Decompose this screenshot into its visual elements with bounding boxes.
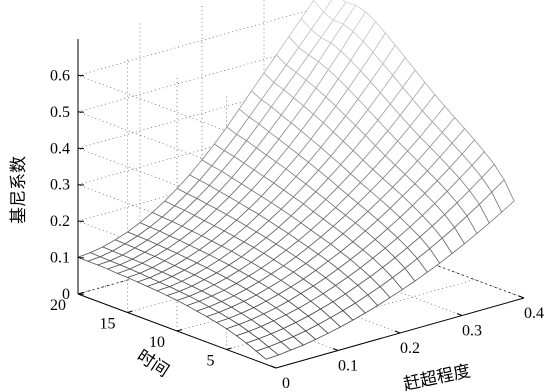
z-axis-label: 基尼系数 (9, 156, 28, 224)
x-tick-label: 0.3 (462, 323, 482, 340)
z-tick-label: 0.1 (50, 250, 70, 267)
grid-line (77, 184, 277, 260)
z-tick-label: 0.3 (50, 177, 70, 194)
grid-line (77, 114, 327, 186)
x-tick (270, 365, 277, 369)
z-tick-label: 0.2 (50, 213, 70, 230)
x-tick (332, 348, 339, 351)
x-tick (394, 330, 401, 334)
x-tick-label: 0.1 (338, 358, 358, 375)
y-tick (77, 292, 84, 295)
grid-line (77, 75, 277, 150)
x-tick (456, 313, 463, 316)
y-tick-label: 10 (149, 334, 165, 351)
grid-line (77, 5, 327, 76)
z-tick-label: 0 (62, 286, 70, 303)
z-tick-label: 0.5 (50, 104, 70, 121)
y-tick-label: 20 (50, 297, 66, 314)
x-tick (518, 295, 525, 299)
y-tick-label: 15 (100, 316, 116, 333)
y-tick-label: 5 (207, 353, 215, 370)
x-tick-label: 0.2 (400, 340, 420, 357)
x-axis-label: 赶超程度 (402, 361, 472, 392)
x-tick-label: 0.4 (524, 305, 544, 322)
z-tick-label: 0.4 (50, 140, 70, 157)
x-tick-label: 0 (282, 375, 290, 392)
grid-line (77, 111, 277, 187)
y-tick (127, 310, 133, 313)
y-axis-label: 时间 (134, 346, 173, 380)
grid-line (77, 147, 277, 223)
surface-cell (491, 179, 515, 213)
grid-line (77, 220, 277, 296)
y-tick (176, 329, 183, 332)
grid-line (77, 41, 327, 113)
z-tick-label: 0.6 (50, 67, 70, 84)
axes-front-box (77, 39, 525, 369)
y-tick (226, 347, 232, 350)
grid-line (77, 77, 327, 149)
surface-mesh (76, 0, 515, 360)
